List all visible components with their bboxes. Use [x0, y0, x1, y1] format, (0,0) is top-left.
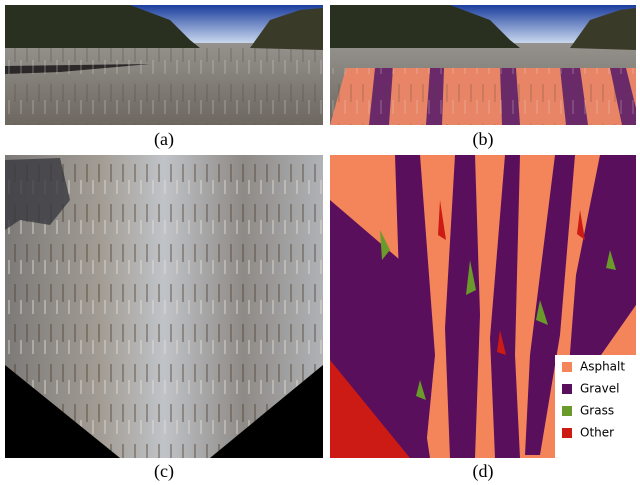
legend-label: Grass — [580, 404, 614, 418]
legend-label: Other — [580, 426, 614, 440]
caption: (a) — [154, 129, 174, 150]
figure: (a) (b) (c) (d) Asphalt Gravel Grass Other — [0, 0, 640, 485]
caption: (c) — [154, 461, 174, 482]
panel-c — [5, 155, 323, 458]
legend-swatch — [562, 384, 572, 394]
caption: (d) — [473, 461, 494, 482]
legend-label: Asphalt — [580, 360, 625, 374]
legend-swatch — [562, 428, 572, 438]
legend-swatch — [562, 406, 572, 416]
panel-a — [5, 5, 323, 125]
panel-b — [330, 5, 636, 125]
caption: (b) — [473, 129, 494, 150]
legend-swatch — [562, 362, 572, 372]
legend-label: Gravel — [580, 382, 619, 396]
